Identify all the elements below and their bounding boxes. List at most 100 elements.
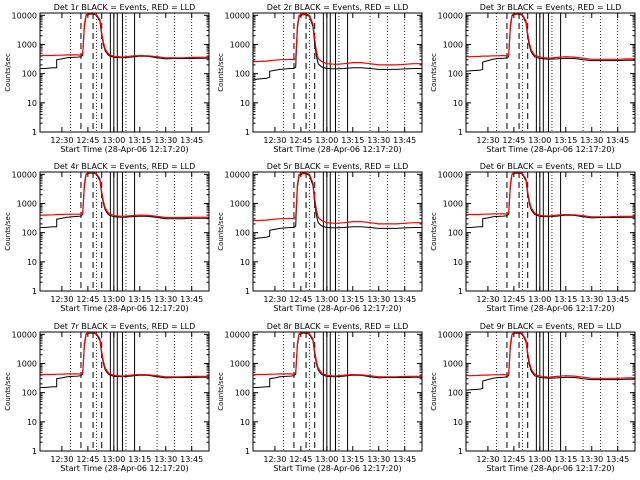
x-tick-label: 12:45 [289,455,312,464]
x-tick-label: 13:30 [367,455,390,464]
y-tick-label: 1000 [443,40,463,49]
events-series-line [40,13,209,69]
y-tick-label: 1 [32,447,37,456]
events-series-line [252,173,422,240]
y-tick-label: 100 [448,389,463,398]
panel-title: Det 3r BLACK = Events, RED = LLD [480,3,622,12]
detector-panel: Det 9r BLACK = Events, RED = LLD Counts/s… [430,322,636,473]
x-tick-label: 13:15 [554,455,577,464]
y-tick-label: 1 [245,128,250,137]
panel-title: Det 4r BLACK = Events, RED = LLD [54,162,196,171]
x-tick-label: 12:30 [263,455,286,464]
x-tick-label: 12:30 [263,295,286,304]
y-tick-label: 10 [27,99,37,108]
y-tick-label: 1000 [17,359,37,368]
x-tick-label: 12:45 [76,136,99,145]
detector-panel: Det 3r BLACK = Events, RED = LLD Counts/s… [430,3,636,154]
y-tick-label: 100 [22,229,37,238]
plot-frame [465,171,636,292]
y-tick-label: 10 [240,418,250,427]
y-tick-label: 10000 [12,170,37,179]
x-tick-label: 12:45 [502,136,525,145]
y-tick-label: 10 [27,258,37,267]
x-tick-label: 13:30 [580,136,603,145]
y-tick-label: 10000 [12,330,37,339]
panel-title: Det 7r BLACK = Events, RED = LLD [54,322,196,331]
events-series-line [40,172,209,228]
plot-frame [252,12,423,133]
y-tick-label: 10 [453,99,463,108]
plot-frame [39,171,210,292]
x-tick-label: 13:30 [154,295,177,304]
x-tick-label: 13:30 [154,455,177,464]
lld-series-line [466,331,635,379]
x-tick-label: 12:45 [76,455,99,464]
x-tick-label: 13:30 [367,295,390,304]
x-axis-label: Start Time (28-Apr-06 12:17:20) [273,464,401,473]
x-tick-label: 12:45 [289,295,312,304]
y-axis-label: Counts/sec [4,212,12,251]
y-tick-label: 1000 [230,199,250,208]
lld-series-line [40,171,209,219]
y-tick-label: 10 [453,418,463,427]
x-tick-label: 13:45 [180,136,203,145]
x-tick-label: 13:15 [554,295,577,304]
lld-series-line [40,331,209,378]
y-tick-label: 100 [235,229,250,238]
x-tick-label: 13:15 [341,136,364,145]
x-tick-label: 12:45 [76,295,99,304]
y-tick-label: 1 [32,287,37,296]
x-tick-label: 13:15 [341,455,364,464]
y-tick-label: 10000 [438,11,463,20]
x-tick-label: 12:45 [502,295,525,304]
x-axis-label: Start Time (28-Apr-06 12:17:20) [273,145,401,154]
y-tick-label: 1000 [443,359,463,368]
x-tick-label: 13:30 [154,136,177,145]
x-tick-label: 13:00 [102,455,125,464]
x-axis-label: Start Time (28-Apr-06 12:17:20) [60,464,188,473]
x-tick-label: 13:00 [528,455,551,464]
x-axis-label: Start Time (28-Apr-06 12:17:20) [486,304,614,313]
detector-panel: Det 7r BLACK = Events, RED = LLD Counts/s… [4,322,210,473]
x-tick-label: 13:45 [180,455,203,464]
x-tick-label: 13:15 [128,136,151,145]
lld-series-line [466,171,635,218]
events-series-line [465,13,635,72]
panel-title: Det 1r BLACK = Events, RED = LLD [54,3,196,12]
y-axis-label: Counts/sec [217,372,225,411]
x-tick-label: 13:45 [606,455,629,464]
y-tick-label: 1000 [17,199,37,208]
plot-frame [465,331,636,452]
x-tick-label: 13:30 [367,136,390,145]
events-series-line [40,332,209,388]
panel-title: Det 2r BLACK = Events, RED = LLD [267,3,409,12]
x-tick-label: 13:00 [315,295,338,304]
y-axis-label: Counts/sec [4,53,12,92]
detector-panel: Det 8r BLACK = Events, RED = LLD Counts/s… [217,322,423,473]
detector-panel: Det 6r BLACK = Events, RED = LLD Counts/s… [430,162,636,313]
x-tick-label: 13:45 [180,295,203,304]
x-tick-label: 12:30 [476,455,499,464]
x-tick-label: 13:00 [102,136,125,145]
x-tick-label: 13:00 [528,136,551,145]
x-tick-label: 12:30 [50,455,73,464]
x-tick-label: 13:00 [102,295,125,304]
x-tick-label: 12:30 [263,136,286,145]
x-tick-label: 12:45 [502,455,525,464]
y-tick-label: 100 [235,70,250,79]
y-tick-label: 10 [240,258,250,267]
x-tick-label: 13:45 [393,455,416,464]
x-tick-label: 13:30 [580,295,603,304]
x-axis-label: Start Time (28-Apr-06 12:17:20) [60,145,188,154]
y-tick-label: 1 [458,287,463,296]
y-axis-label: Counts/sec [430,372,438,411]
y-axis-label: Counts/sec [430,53,438,92]
x-tick-label: 12:30 [50,295,73,304]
y-tick-label: 10 [453,258,463,267]
y-tick-label: 1 [458,447,463,456]
x-axis-label: Start Time (28-Apr-06 12:17:20) [60,304,188,313]
y-tick-label: 1000 [230,359,250,368]
y-tick-label: 10 [240,99,250,108]
